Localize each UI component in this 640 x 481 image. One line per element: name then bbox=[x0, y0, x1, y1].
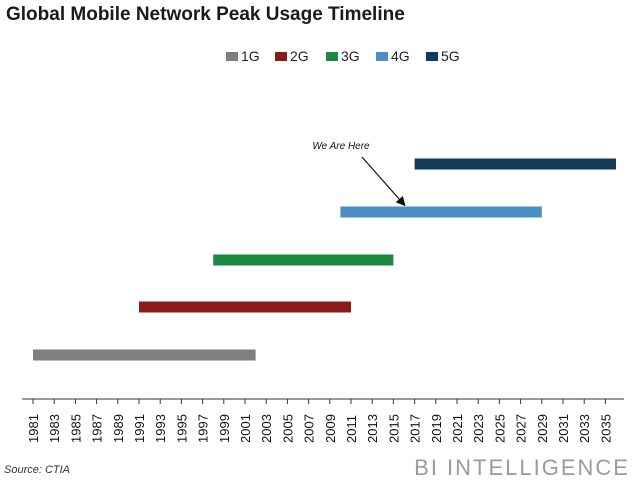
legend-label: 3G bbox=[341, 48, 360, 64]
x-tick-label: 2005 bbox=[280, 414, 295, 443]
x-tick-label: 2035 bbox=[598, 414, 613, 443]
bar-3g bbox=[213, 254, 394, 266]
legend-item-3g: 3G bbox=[326, 46, 360, 66]
x-tick-label: 2015 bbox=[386, 414, 401, 443]
legend-swatch bbox=[426, 51, 438, 61]
x-tick-label: 2031 bbox=[556, 414, 571, 443]
legend: 1G 2G 3G 4G 5G bbox=[0, 46, 640, 66]
x-tick-label: 1989 bbox=[111, 414, 126, 443]
annotation-label: We Are Here bbox=[312, 141, 370, 152]
legend-item-5g: 5G bbox=[426, 46, 460, 66]
legend-item-4g: 4G bbox=[376, 46, 410, 66]
x-tick-label: 2023 bbox=[471, 414, 486, 443]
x-tick-label: 1983 bbox=[47, 414, 62, 443]
x-tick-label: 2029 bbox=[535, 414, 550, 443]
x-tick-label: 1985 bbox=[68, 414, 83, 443]
x-tick-label: 1999 bbox=[217, 414, 232, 443]
x-tick-label: 1997 bbox=[196, 414, 211, 443]
legend-swatch bbox=[226, 51, 238, 61]
x-tick-label: 2003 bbox=[259, 414, 274, 443]
x-tick-label: 2007 bbox=[302, 414, 317, 443]
bar-5g bbox=[414, 158, 616, 170]
legend-label: 1G bbox=[241, 48, 260, 64]
bar-1g bbox=[33, 349, 256, 361]
bar-4g bbox=[340, 206, 542, 218]
x-tick-label: 2021 bbox=[450, 414, 465, 443]
x-tick-label: 1987 bbox=[90, 414, 105, 443]
x-tick-label: 1991 bbox=[132, 414, 147, 443]
x-tick-label: 2013 bbox=[365, 414, 380, 443]
x-tick-label: 2025 bbox=[492, 414, 507, 443]
legend-swatch bbox=[326, 51, 338, 61]
legend-label: 4G bbox=[391, 48, 410, 64]
legend-item-1g: 1G bbox=[226, 46, 260, 66]
x-tick-label: 2017 bbox=[408, 414, 423, 443]
source-note: Source: CTIA bbox=[4, 464, 71, 476]
legend-label: 5G bbox=[441, 48, 460, 64]
bar-2g bbox=[139, 301, 351, 313]
x-tick-label: 1981 bbox=[26, 414, 41, 443]
x-tick-label: 1995 bbox=[174, 414, 189, 443]
x-tick-label: 2001 bbox=[238, 414, 253, 443]
x-tick-label: 1993 bbox=[153, 414, 168, 443]
legend-swatch bbox=[376, 51, 388, 61]
chart-title: Global Mobile Network Peak Usage Timelin… bbox=[6, 4, 405, 25]
legend-swatch bbox=[275, 51, 287, 61]
x-tick-label: 2011 bbox=[344, 415, 359, 443]
legend-item-2g: 2G bbox=[275, 46, 309, 66]
legend-label: 2G bbox=[290, 48, 309, 64]
annotation-arrow bbox=[361, 156, 406, 207]
x-tick-label: 2019 bbox=[429, 414, 444, 443]
x-tick-label: 2033 bbox=[577, 414, 592, 443]
x-tick-label: 2009 bbox=[323, 414, 338, 443]
brand-logo: BI INTELLIGENCE bbox=[414, 455, 630, 480]
x-tick-label: 2027 bbox=[514, 414, 529, 443]
